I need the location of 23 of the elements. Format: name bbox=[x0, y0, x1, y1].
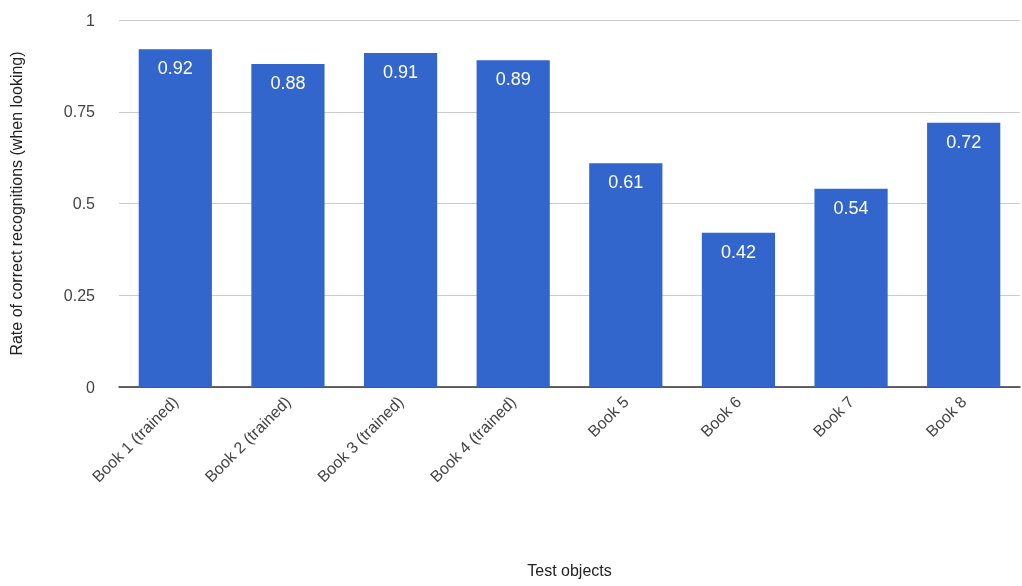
data-label: 0.89 bbox=[495, 69, 531, 90]
data-label: 0.92 bbox=[157, 58, 193, 79]
bar bbox=[927, 122, 1001, 387]
data-label: 0.88 bbox=[270, 73, 306, 94]
bar bbox=[138, 49, 212, 387]
y-tick-label: 0 bbox=[86, 378, 96, 396]
data-label: 0.91 bbox=[383, 62, 419, 83]
bar bbox=[251, 64, 325, 387]
data-label: 0.54 bbox=[833, 197, 869, 218]
y-tick-label: 0.25 bbox=[63, 286, 96, 304]
bar bbox=[701, 232, 776, 387]
bar bbox=[476, 60, 550, 387]
y-axis-title: Rate of correct recognitions (when looking) bbox=[7, 51, 25, 356]
bar bbox=[363, 53, 438, 387]
y-tick-label: 0.5 bbox=[72, 195, 96, 212]
y-tick-label: 1 bbox=[86, 11, 96, 29]
data-label: 0.42 bbox=[720, 241, 756, 262]
y-tick-label: 0.75 bbox=[63, 103, 96, 121]
bar bbox=[814, 188, 888, 387]
bar bbox=[589, 163, 663, 387]
data-label: 0.72 bbox=[946, 131, 982, 152]
x-axis-title: Test objects bbox=[527, 561, 612, 579]
data-label: 0.61 bbox=[608, 172, 644, 193]
